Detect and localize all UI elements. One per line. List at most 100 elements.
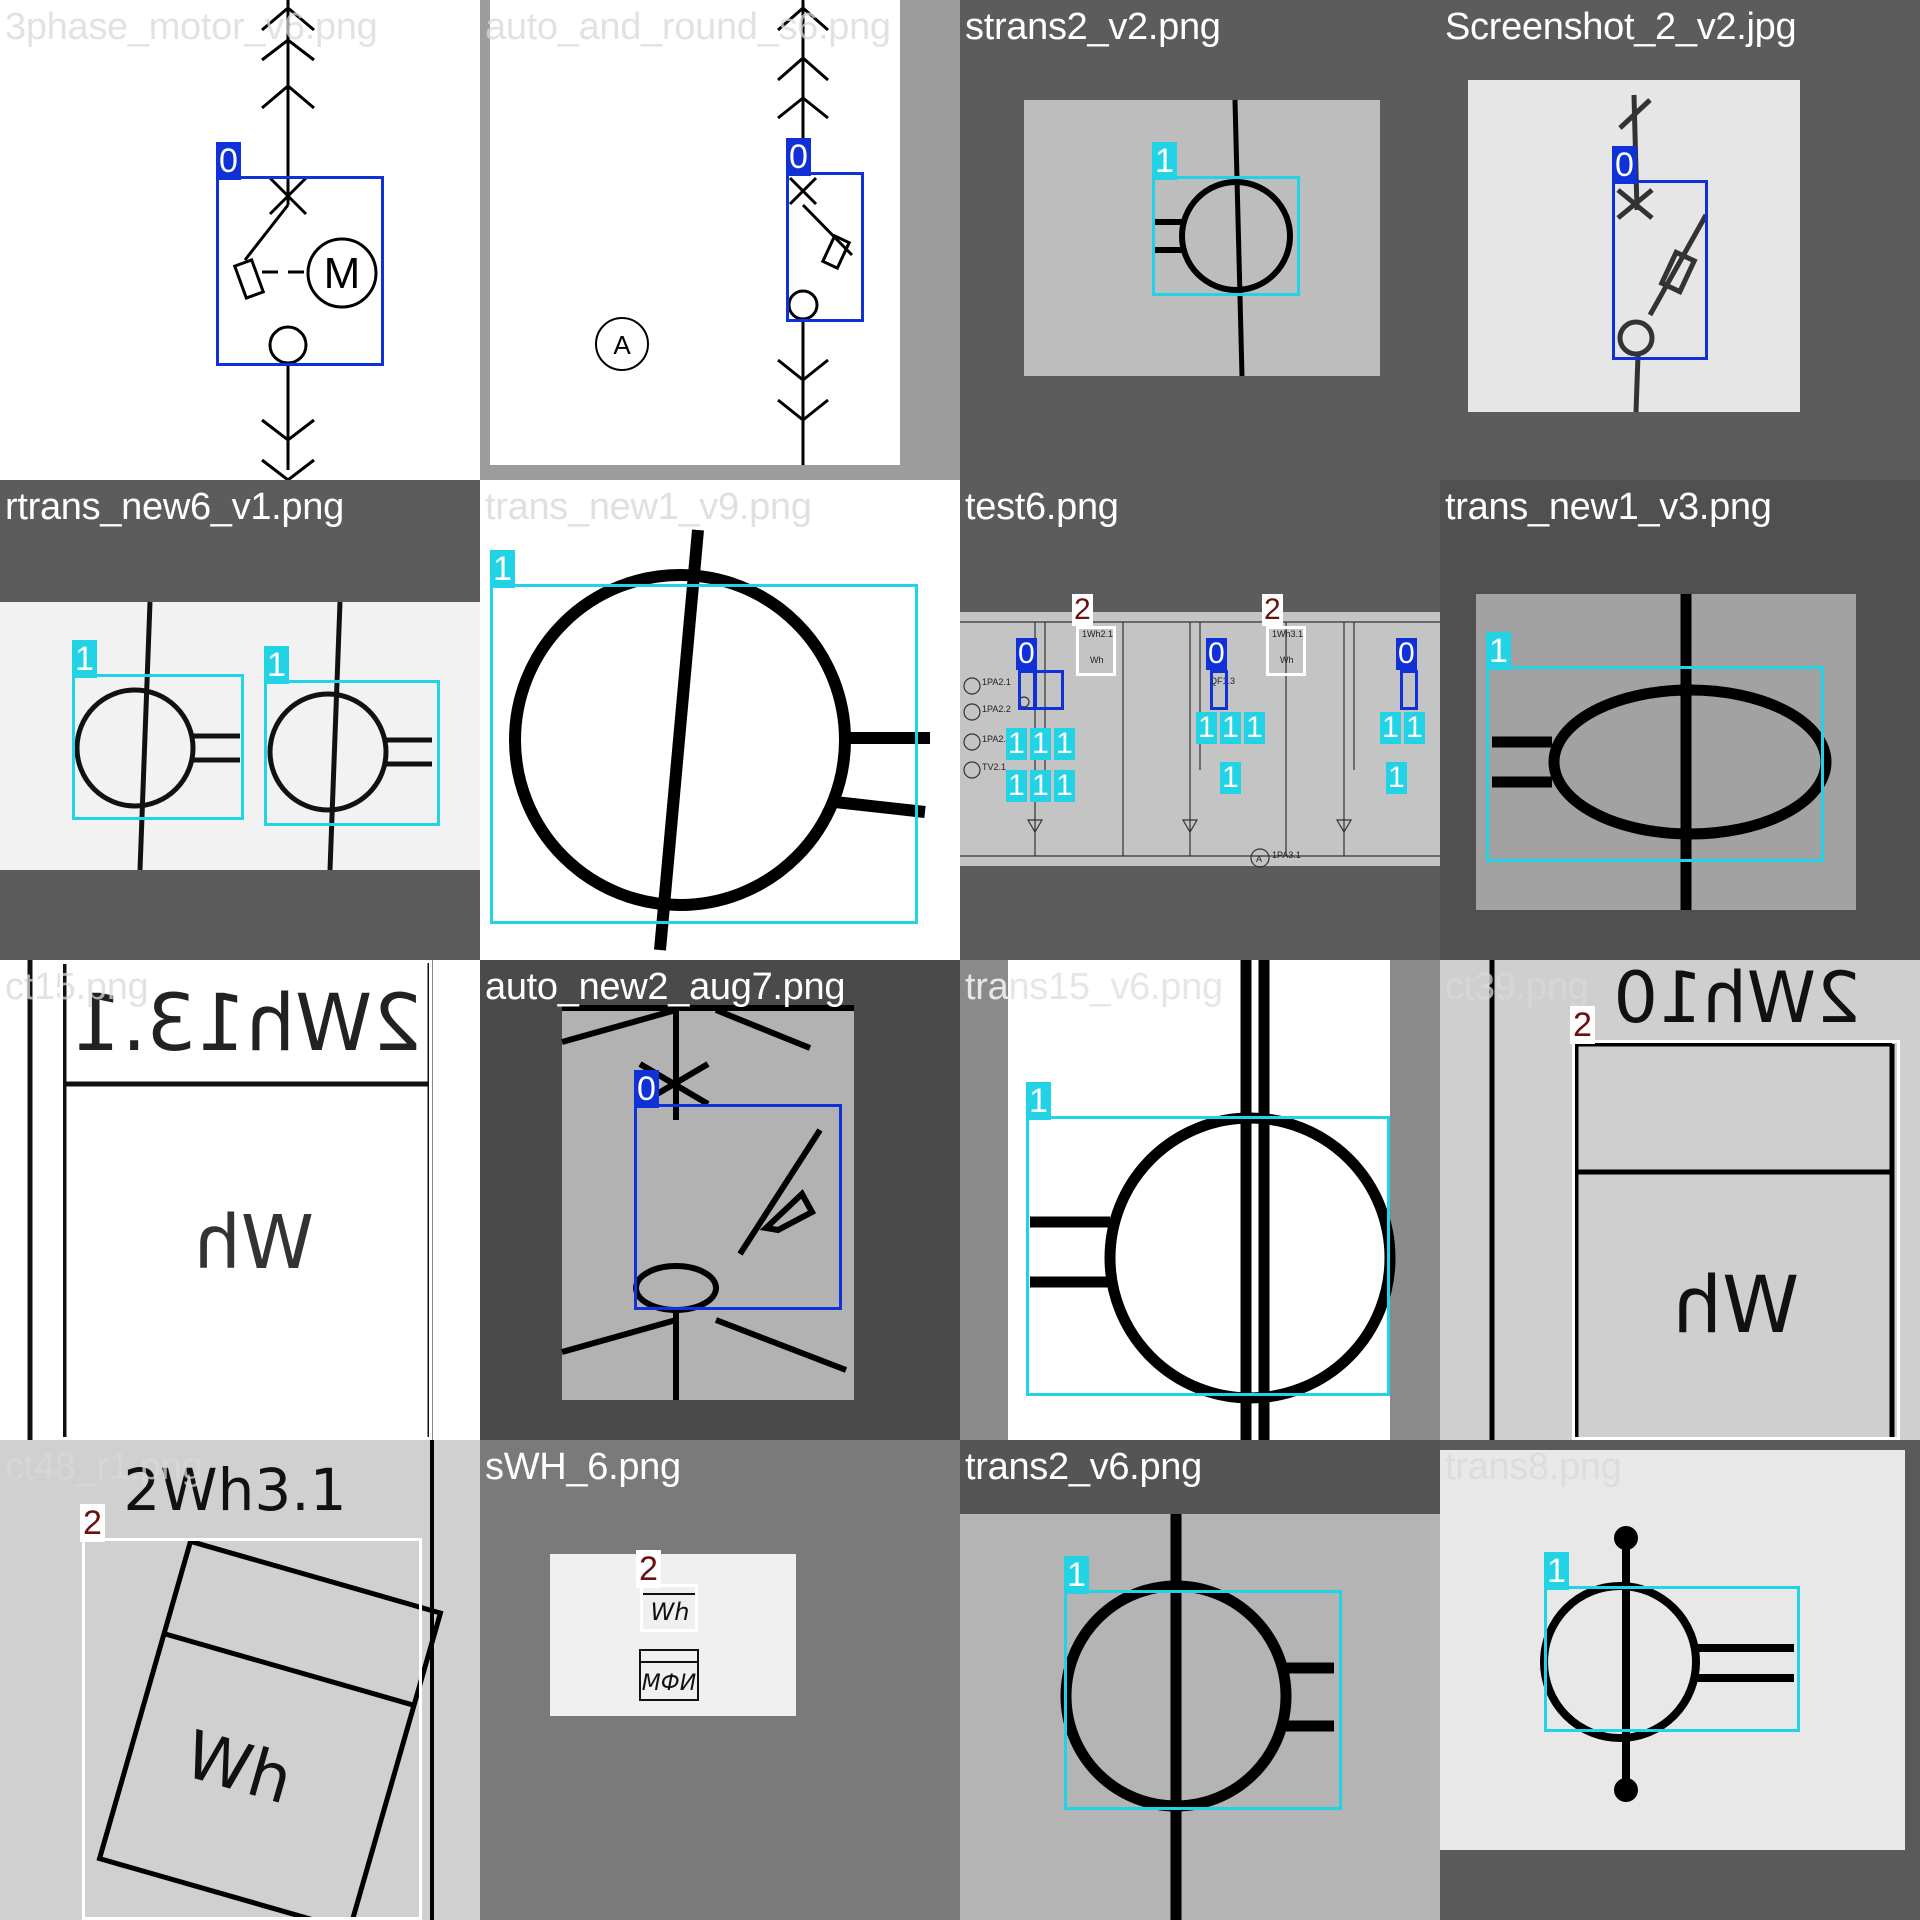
tile-filename: trans_new1_v3.png xyxy=(1445,486,1772,528)
device-label: QF1.3 xyxy=(1210,676,1235,686)
mosaic-tile-trans-new1-v3: trans_new1_v3.png 1 xyxy=(1440,480,1920,960)
detection-class-label: 0 xyxy=(1016,637,1037,670)
detection-box xyxy=(634,1104,842,1310)
mosaic-tile-trans8: trans8.png 1 xyxy=(1440,1440,1920,1920)
detection-class-label: 1 xyxy=(1026,1082,1051,1120)
detection-class-label: 0 xyxy=(1612,146,1637,184)
detection-box xyxy=(1152,176,1300,296)
detection-box xyxy=(1210,670,1228,710)
detection-box xyxy=(490,584,918,924)
mosaic-tile-screenshot-2: Screenshot_2_v2.jpg 0 xyxy=(1440,0,1920,480)
detection-box xyxy=(264,680,440,826)
detection-box xyxy=(1572,1040,1900,1440)
mosaic-tile-trans15: trans15_v6.png 1 xyxy=(960,960,1440,1440)
tile-filename: sWH_6.png xyxy=(485,1446,681,1488)
detection-box xyxy=(640,1584,698,1632)
detection-box xyxy=(1486,666,1824,862)
meter-drawing: 2Wh3.1 Wh xyxy=(96,1440,444,1920)
tile-filename: trans2_v6.png xyxy=(965,1446,1202,1488)
detection-class-label: 0 xyxy=(634,1070,659,1108)
meter-unit: Wh xyxy=(194,1200,314,1286)
ammeter-letter: A xyxy=(1256,854,1262,864)
detection-class-label: 1 xyxy=(1544,1552,1569,1590)
detection-class-label: 2 xyxy=(1570,1006,1595,1044)
detection-class-label: 1 xyxy=(1404,711,1425,744)
detection-box xyxy=(1266,626,1306,676)
tile-filename: auto_and_round_s6.png xyxy=(485,6,891,48)
detection-box xyxy=(1400,670,1418,710)
detection-class-label: 1 xyxy=(1486,632,1511,670)
detection-class-label: 1 xyxy=(1006,727,1027,760)
meter-designation: 2Wh10 xyxy=(1613,960,1860,1039)
mosaic-tile-test6: 1Wh2.1 Wh 1Wh3.1 Wh 1PA2.1 1PA2.2 1PA2.3… xyxy=(960,480,1440,960)
detection-class-label: 1 xyxy=(1064,1556,1089,1594)
detection-class-label: 1 xyxy=(1244,711,1265,744)
detection-box xyxy=(1612,180,1708,360)
meter-designation: 2Wh3.1 xyxy=(123,1456,346,1524)
detection-box xyxy=(1034,670,1064,710)
ammeter-symbol-label: A xyxy=(613,330,631,360)
detection-box xyxy=(1026,1116,1390,1396)
detection-box xyxy=(1076,626,1116,676)
tile-filename: trans15_v6.png xyxy=(965,966,1223,1008)
detection-box xyxy=(1544,1586,1800,1732)
detection-class-label: 2 xyxy=(1262,593,1283,626)
meter-drawing: Wh МФИ xyxy=(639,1585,699,1701)
tile-filename: trans_new1_v9.png xyxy=(485,486,812,528)
detection-class-label: 2 xyxy=(1072,593,1093,626)
tile-filename: strans2_v2.png xyxy=(965,6,1221,48)
meter-unit: Wh xyxy=(651,1598,690,1626)
tile-filename: auto_new2_aug7.png xyxy=(485,966,846,1008)
device-label: 1PA3.1 xyxy=(1272,850,1301,860)
meter-drawing: 2Wh13.1 Wh xyxy=(27,960,433,1440)
tile-filename: test6.png xyxy=(965,486,1119,528)
detection-class-label: 2 xyxy=(636,1550,661,1588)
detection-class-label: 1 xyxy=(1030,769,1051,802)
device-label: 1PA2.1 xyxy=(982,677,1011,687)
meter-unit: Wh xyxy=(1090,655,1104,665)
detection-class-label: 1 xyxy=(264,646,289,684)
detection-class-label: 1 xyxy=(1220,711,1241,744)
detection-class-label: 1 xyxy=(1380,711,1401,744)
detection-box xyxy=(1064,1590,1342,1810)
mosaic-tile-trans-new1-v9: trans_new1_v9.png 1 xyxy=(480,480,960,960)
detection-box xyxy=(82,1538,422,1920)
switch-drawing xyxy=(1616,94,1709,413)
meter-label: 1Wh2.1 xyxy=(1082,629,1113,639)
mosaic-tile-3phase-motor: M 3phase_motor_v6.png 0 xyxy=(0,0,480,480)
meter-label: 1Wh3.1 xyxy=(1272,629,1303,639)
device-label: 1PA2.2 xyxy=(982,704,1011,714)
tile-filename: trans8.png xyxy=(1445,1446,1622,1488)
detection-class-label: 0 xyxy=(786,138,811,176)
transformer-drawing xyxy=(1492,594,1832,910)
switch-drawing: A xyxy=(595,0,854,465)
detection-box xyxy=(60,960,432,1440)
tile-filename: 3phase_motor_v6.png xyxy=(5,6,378,48)
mosaic-tile-ct48: 2Wh3.1 Wh ct48_r1.png 2 xyxy=(0,1440,480,1920)
detection-box xyxy=(216,176,384,366)
device-label: 1PA2.3 xyxy=(982,734,1011,744)
meter-unit: Wh xyxy=(1280,655,1294,665)
detection-class-label: 1 xyxy=(1220,761,1241,794)
mosaic-tile-ct39: 2Wh10 Wh ct39.png 2 xyxy=(1440,960,1920,1440)
tile-filename: Screenshot_2_v2.jpg xyxy=(1445,6,1797,48)
device-label: TV2.1 xyxy=(982,762,1006,772)
detection-class-label: 1 xyxy=(1030,727,1051,760)
detection-class-label: 1 xyxy=(1054,769,1075,802)
mosaic-tile-auto-new2: auto_new2_aug7.png 0 xyxy=(480,960,960,1440)
detection-class-label: 1 xyxy=(1386,761,1407,794)
mosaic-tile-ct15: 2Wh13.1 Wh ct15.png 2 xyxy=(0,960,480,1440)
meter-unit: Wh xyxy=(1673,1261,1800,1351)
detection-class-label: 0 xyxy=(1396,637,1417,670)
detection-box xyxy=(72,674,244,820)
detection-class-label: 0 xyxy=(216,142,241,180)
detection-class-label: 2 xyxy=(58,960,83,964)
tile-filename: ct39.png xyxy=(1445,966,1589,1008)
tile-filename: ct15.png xyxy=(5,966,149,1008)
detection-class-label: 1 xyxy=(1054,727,1075,760)
detection-class-label: 1 xyxy=(1006,769,1027,802)
meter-drawing: 2Wh10 Wh xyxy=(1489,960,1895,1440)
motor-symbol-label: M xyxy=(324,249,361,298)
detection-class-label: 1 xyxy=(1196,711,1217,744)
mosaic-tile-trans2-v6: trans2_v6.png 1 xyxy=(960,1440,1440,1920)
